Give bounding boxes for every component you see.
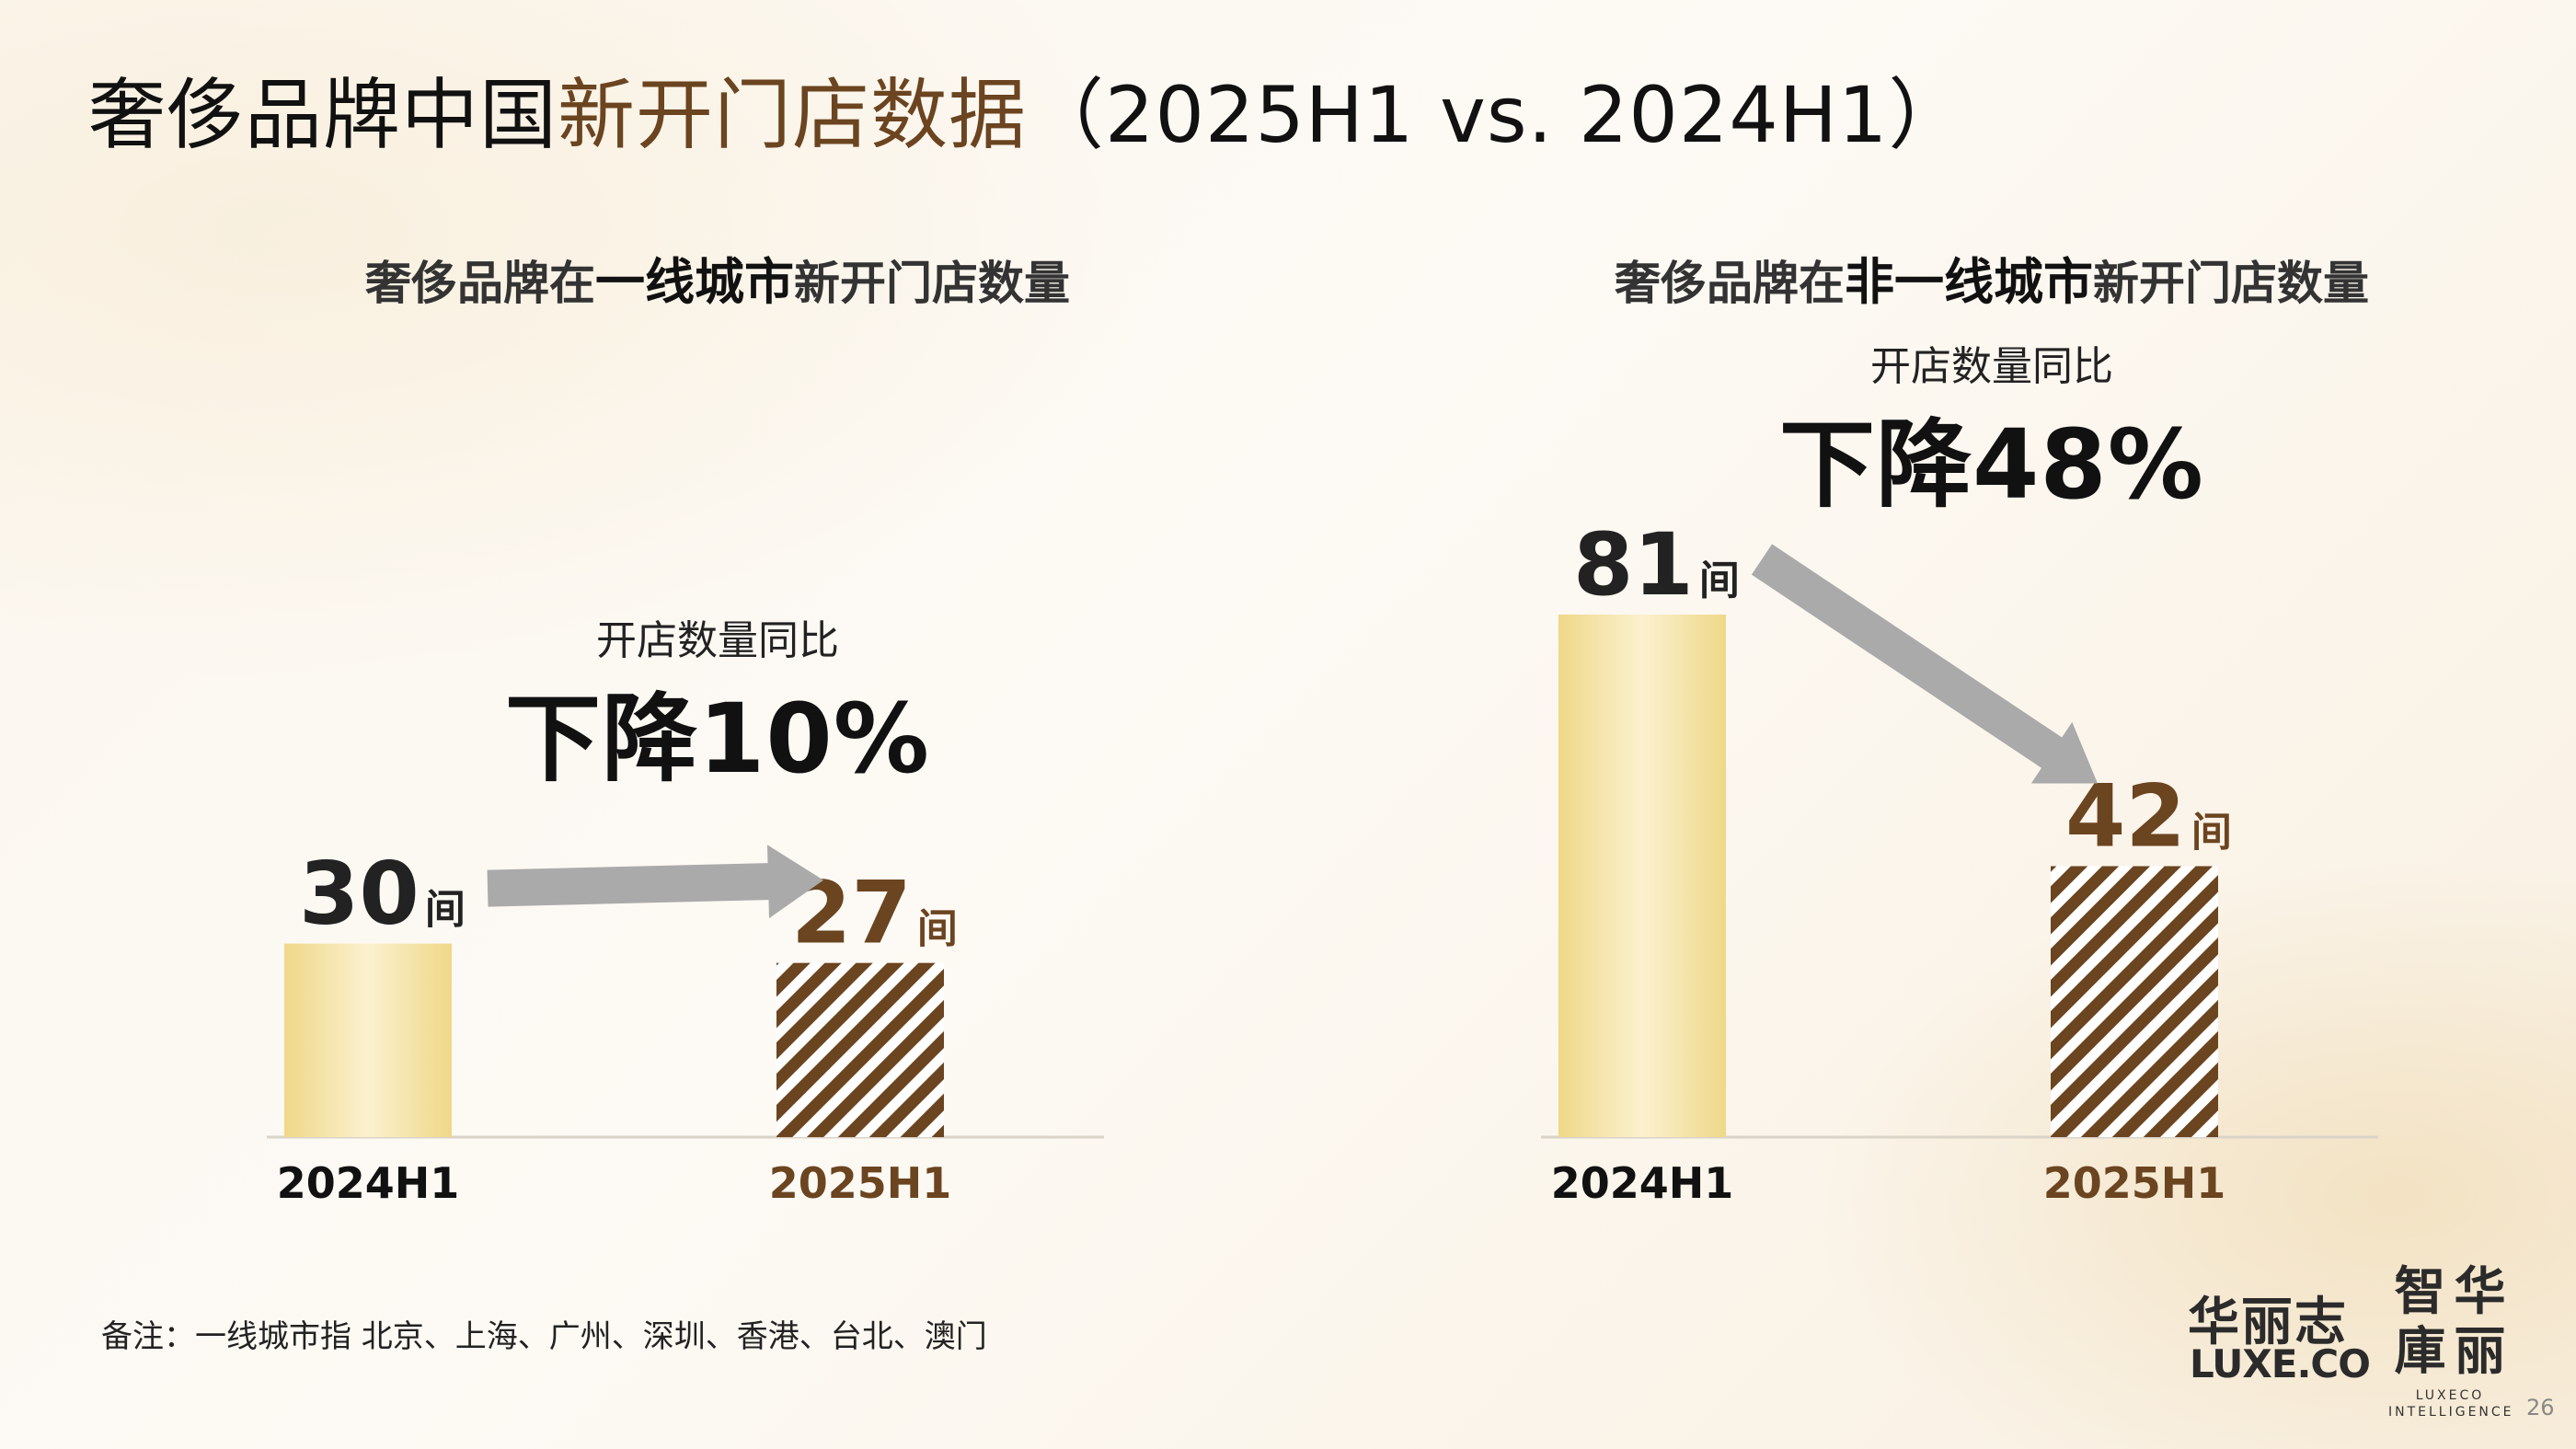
bar-value-label: 42 间 bbox=[2065, 766, 2232, 867]
change-label: 开店数量同比 bbox=[1870, 343, 2113, 390]
logo-char: 华 bbox=[2454, 1261, 2506, 1322]
change-value: 下降48% bbox=[1779, 408, 2204, 521]
page-title: 奢侈品牌中国新开门店数据（2025H1 vs. 2024H1） bbox=[88, 53, 1966, 165]
chart-subtitle: 奢侈品牌在一线城市新开门店数量 bbox=[258, 241, 1178, 314]
x-tick-label: 2024H1 bbox=[1551, 1158, 1734, 1208]
title-part2-highlight: 新开门店数据 bbox=[558, 70, 1028, 160]
subtitle-strong: 非一线城市 bbox=[1845, 253, 2093, 311]
bar-2025h1 bbox=[776, 962, 944, 1137]
chart-panel-tier1: 奢侈品牌在一线城市新开门店数量 开店数量同比 下降10% 30 间 2024H1 27… bbox=[258, 0, 1178, 1449]
page-number: 26 bbox=[2526, 1395, 2555, 1420]
logo-intelligence-text: LUXECO INTELLIGENCE bbox=[2388, 1388, 2514, 1420]
footnote: 备注：一线城市指 北京、上海、广州、深圳、香港、台北、澳门 bbox=[101, 1318, 987, 1355]
chart-subtitle: 奢侈品牌在非一线城市新开门店数量 bbox=[1532, 241, 2452, 314]
trend-arrow bbox=[1751, 544, 2098, 784]
subtitle-strong: 一线城市 bbox=[595, 253, 794, 311]
trend-arrow bbox=[487, 845, 823, 919]
title-part3: （2025H1 vs. 2024H1） bbox=[1027, 70, 1967, 160]
bar-2024h1 bbox=[1558, 615, 1726, 1137]
x-tick-label: 2025H1 bbox=[769, 1158, 952, 1208]
bar-chart: 81 间 2024H1 42 间 2025H1 bbox=[1541, 515, 2378, 1208]
bar-value-label: 81 间 bbox=[1573, 515, 1740, 615]
x-tick-label: 2024H1 bbox=[277, 1158, 460, 1208]
subtitle-post: 新开门店数量 bbox=[794, 257, 1070, 310]
logo-char: 庫 bbox=[2394, 1321, 2446, 1382]
logo-char: 智 bbox=[2394, 1261, 2446, 1322]
subtitle-pre: 奢侈品牌在 bbox=[365, 257, 595, 310]
change-value: 下降10% bbox=[505, 683, 930, 795]
bar-value-label: 30 间 bbox=[299, 845, 466, 945]
chart-panel-non-tier1: 奢侈品牌在非一线城市新开门店数量 开店数量同比 下降48% 81 间 2024H1 4… bbox=[1532, 0, 2452, 1449]
subtitle-pre: 奢侈品牌在 bbox=[1615, 257, 1845, 310]
logo-char: 丽 bbox=[2454, 1321, 2506, 1382]
bar-2024h1 bbox=[284, 943, 452, 1137]
subtitle-post: 新开门店数量 bbox=[2093, 257, 2369, 310]
logo-luxeco-cn: 华丽志 bbox=[2188, 1293, 2348, 1352]
bar-2025h1 bbox=[2051, 866, 2218, 1137]
logo-luxeco-intelligence: 智 华 庫 丽 bbox=[2390, 1262, 2510, 1382]
x-tick-label: 2025H1 bbox=[2043, 1158, 2226, 1208]
change-label: 开店数量同比 bbox=[596, 617, 839, 664]
logo-luxeco-en: LUXE.CO bbox=[2190, 1341, 2371, 1386]
title-part1: 奢侈品牌中国 bbox=[88, 70, 558, 160]
